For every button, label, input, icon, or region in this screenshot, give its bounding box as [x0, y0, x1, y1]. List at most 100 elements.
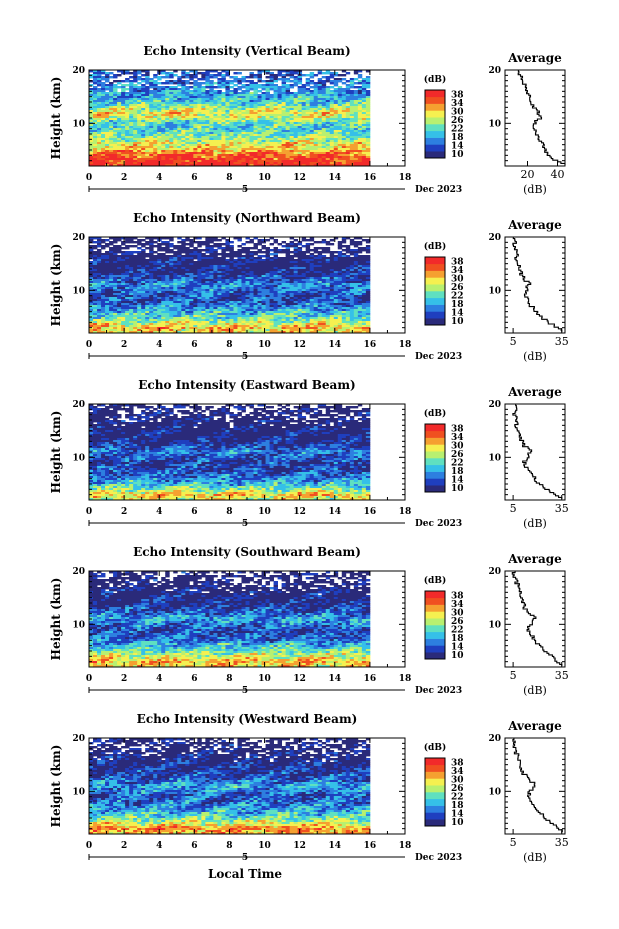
heatmap-cell — [281, 273, 287, 276]
heatmap-cell — [305, 265, 311, 268]
heatmap-cell — [353, 144, 359, 147]
heatmap-cell — [313, 251, 319, 254]
heatmap-cell — [169, 271, 174, 274]
heatmap-cell — [253, 134, 258, 137]
heatmap-cell — [321, 106, 327, 109]
heatmap-cell — [237, 88, 242, 91]
heatmap-cell — [237, 148, 242, 151]
heatmap-cell — [161, 88, 166, 91]
heatmap-cell — [357, 259, 363, 262]
heatmap-cell — [305, 84, 311, 87]
heatmap-cell — [145, 243, 150, 246]
heatmap-cell — [181, 140, 186, 143]
heatmap-cell — [261, 255, 266, 258]
heatmap-cell — [281, 291, 287, 294]
heatmap-cell — [365, 164, 371, 167]
heatmap-cell — [165, 261, 170, 264]
heatmap-cell — [121, 146, 126, 149]
heatmap-cell — [249, 86, 254, 89]
heatmap-cell — [93, 70, 98, 73]
heatmap-cell — [269, 275, 274, 278]
heatmap-cell — [101, 92, 106, 95]
heatmap-cell — [333, 78, 339, 81]
heatmap-cell — [321, 285, 327, 288]
heatmap-cell — [205, 72, 210, 75]
heatmap-cell — [185, 281, 190, 284]
heatmap-cell — [273, 263, 278, 266]
heatmap-cell — [137, 128, 142, 131]
heatmap-cell — [97, 289, 102, 292]
heatmap-cell — [129, 156, 134, 159]
heatmap-cell — [361, 255, 367, 258]
heatmap-cell — [113, 102, 118, 105]
heatmap-cell — [349, 160, 355, 163]
heatmap-cell — [253, 253, 258, 256]
heatmap-cell — [197, 154, 202, 157]
heatmap-cell — [157, 102, 162, 105]
heatmap-cell — [281, 78, 287, 81]
heatmap-cell — [93, 116, 98, 119]
heatmap-cell — [301, 102, 307, 105]
heatmap-cell — [241, 146, 246, 149]
heatmap-cell — [317, 92, 323, 95]
heatmap-cell — [241, 289, 246, 292]
heatmap-cell — [145, 106, 150, 109]
heatmap-cell — [245, 259, 250, 262]
heatmap-cell — [157, 247, 162, 250]
heatmap-cell — [225, 146, 230, 149]
heatmap-cell — [141, 70, 146, 73]
heatmap-cell — [117, 152, 122, 155]
heatmap-cell — [209, 148, 214, 151]
heatmap-cell — [93, 273, 98, 276]
heatmap-cell — [97, 241, 102, 244]
heatmap-cell — [153, 128, 158, 131]
heatmap-cell — [349, 96, 355, 99]
heatmap-cell — [129, 118, 134, 121]
heatmap-cell — [289, 112, 295, 115]
heatmap-cell — [169, 106, 174, 109]
heatmap-cell — [301, 122, 307, 125]
heatmap-cell — [349, 120, 355, 123]
heatmap-cell — [93, 160, 98, 163]
heatmap-cell — [317, 116, 323, 119]
heatmap-cell — [185, 140, 190, 143]
y-axis-label: Height (km) — [49, 77, 63, 160]
heatmap-cell — [229, 269, 234, 272]
heatmap-cell — [141, 251, 146, 254]
heatmap-cell — [273, 122, 278, 125]
heatmap-cell — [165, 279, 170, 282]
heatmap-cell — [113, 245, 118, 248]
heatmap-cell — [353, 277, 359, 280]
heatmap-cell — [353, 116, 359, 119]
heatmap-cell — [89, 281, 94, 284]
heatmap-cell — [345, 144, 351, 147]
heatmap-cell — [213, 70, 218, 73]
heatmap-cell — [145, 70, 150, 73]
heatmap-cell — [301, 120, 307, 123]
heatmap-cell — [225, 84, 230, 87]
heatmap-cell — [185, 273, 190, 276]
heatmap-cell — [293, 150, 299, 153]
heatmap-cell — [273, 134, 278, 137]
heatmap-cell — [297, 136, 303, 139]
heatmap-cell — [253, 243, 258, 246]
heatmap-cell — [329, 92, 335, 95]
heatmap-cell — [193, 271, 198, 274]
heatmap-cell — [357, 265, 363, 268]
heatmap-cell — [165, 245, 170, 248]
heatmap-cell — [201, 126, 206, 129]
heatmap-cell — [153, 237, 158, 240]
heatmap-cell — [153, 86, 158, 89]
heatmap-cell — [321, 249, 327, 252]
heatmap-cell — [305, 122, 311, 125]
heatmap-cell — [229, 96, 234, 99]
heatmap-cell — [169, 72, 174, 75]
heatmap-cell — [201, 94, 206, 97]
heatmap-cell — [109, 273, 114, 276]
heatmap-cell — [97, 245, 102, 248]
heatmap-cell — [93, 130, 98, 133]
heatmap-cell — [265, 96, 270, 99]
heatmap-cell — [257, 136, 262, 139]
heatmap-cell — [277, 263, 283, 266]
heatmap-cell — [353, 158, 359, 161]
